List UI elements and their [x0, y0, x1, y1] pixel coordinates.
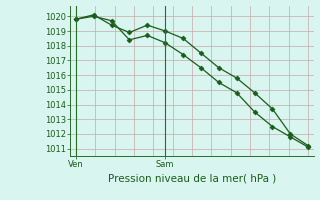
X-axis label: Pression niveau de la mer( hPa ): Pression niveau de la mer( hPa ): [108, 173, 276, 183]
